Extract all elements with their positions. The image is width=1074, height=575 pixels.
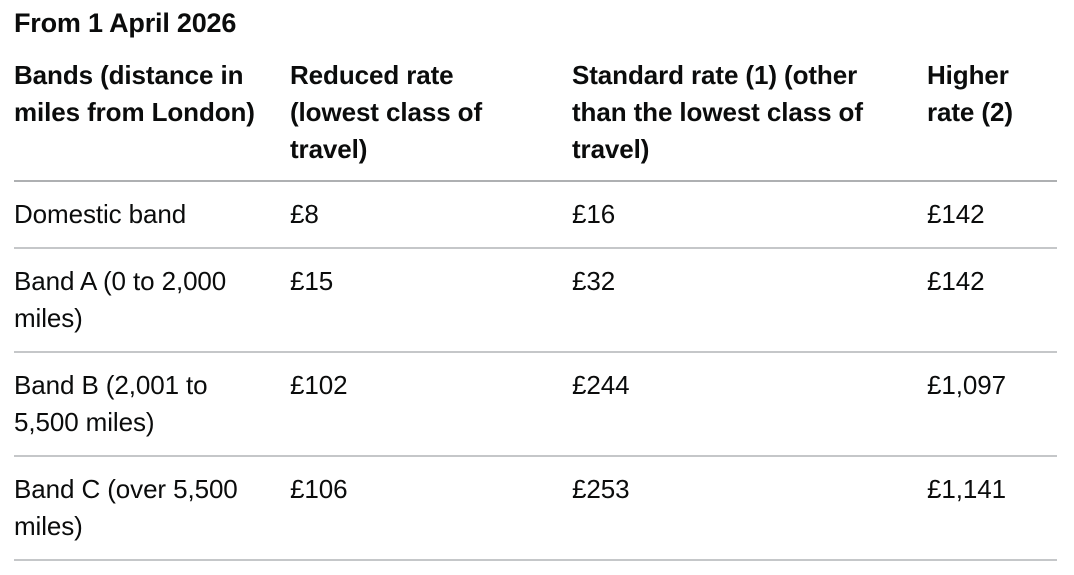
table-row-band-a: Band A (0 to 2,000 miles) £15 £32 £142: [14, 248, 1057, 353]
table-row-band-c: Band C (over 5,500 miles) £106 £253 £1,1…: [14, 456, 1057, 561]
cell-band-name: Domestic band: [14, 181, 290, 249]
column-header-reduced-rate: Reduced rate (lowest class of travel): [290, 57, 572, 182]
table-row-domestic-band: Domestic band £8 £16 £142: [14, 181, 1057, 249]
cell-reduced-rate: £106: [290, 456, 572, 561]
cell-band-name: Band B (2,001 to 5,500 miles): [14, 352, 290, 457]
table-header-row: Bands (distance in miles from London) Re…: [14, 57, 1057, 182]
cell-band-name: Band A (0 to 2,000 miles): [14, 248, 290, 353]
cell-reduced-rate: £15: [290, 248, 572, 353]
cell-higher-rate: £1,141: [927, 456, 1057, 561]
column-header-higher-rate: Higher rate (2): [927, 57, 1057, 182]
page-title: From 1 April 2026: [14, 8, 237, 38]
cell-reduced-rate: £102: [290, 352, 572, 457]
column-header-bands: Bands (distance in miles from London): [14, 57, 290, 182]
cell-higher-rate: £1,097: [927, 352, 1057, 457]
cell-standard-rate: £32: [572, 248, 927, 353]
cell-band-name: Band C (over 5,500 miles): [14, 456, 290, 561]
cell-higher-rate: £142: [927, 181, 1057, 249]
cell-standard-rate: £244: [572, 352, 927, 457]
column-header-standard-rate: Standard rate (1) (other than the lowest…: [572, 57, 927, 182]
cell-reduced-rate: £8: [290, 181, 572, 249]
apd-rates-table: Bands (distance in miles from London) Re…: [14, 57, 1057, 561]
cell-higher-rate: £142: [927, 248, 1057, 353]
table-row-band-b: Band B (2,001 to 5,500 miles) £102 £244 …: [14, 352, 1057, 457]
cell-standard-rate: £16: [572, 181, 927, 249]
cell-standard-rate: £253: [572, 456, 927, 561]
